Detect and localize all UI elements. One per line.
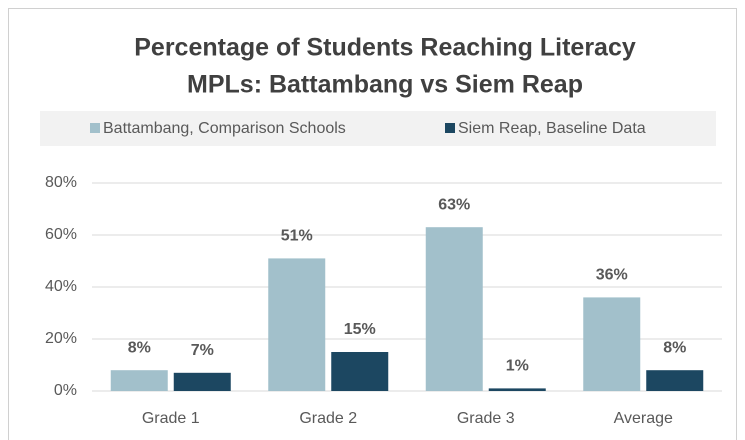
value-label: 36% bbox=[596, 267, 628, 284]
x-tick-label: Grade 1 bbox=[142, 410, 200, 427]
value-label: 8% bbox=[128, 339, 151, 356]
y-tick-label: 60% bbox=[45, 226, 77, 243]
bar bbox=[583, 297, 641, 391]
y-tick-label: 40% bbox=[45, 278, 77, 295]
chart-title: Percentage of Students Reaching Literacy bbox=[134, 34, 636, 62]
bar bbox=[173, 372, 231, 391]
y-tick-label: 0% bbox=[54, 382, 77, 399]
value-label: 1% bbox=[506, 358, 529, 375]
x-tick-label: Average bbox=[614, 410, 673, 427]
x-tick-label: Grade 3 bbox=[457, 410, 515, 427]
x-tick-label: Grade 2 bbox=[299, 410, 357, 427]
value-label: 63% bbox=[438, 196, 470, 213]
value-label: 8% bbox=[663, 339, 686, 356]
legend-label: Siem Reap, Baseline Data bbox=[458, 120, 646, 137]
bar bbox=[110, 370, 168, 391]
bar bbox=[425, 227, 483, 391]
y-tick-label: 80% bbox=[45, 174, 77, 191]
bar bbox=[488, 388, 546, 391]
value-label: 51% bbox=[281, 228, 313, 245]
y-tick-label: 20% bbox=[45, 330, 77, 347]
legend-marker bbox=[90, 123, 100, 133]
legend-label: Battambang, Comparison Schools bbox=[103, 120, 346, 137]
bar bbox=[331, 352, 389, 391]
chart-title: MPLs: Battambang vs Siem Reap bbox=[187, 71, 583, 99]
legend-marker bbox=[445, 123, 455, 133]
legend-background bbox=[40, 111, 716, 146]
bar bbox=[646, 370, 704, 391]
value-label: 15% bbox=[344, 321, 376, 338]
bar bbox=[268, 258, 326, 391]
value-label: 7% bbox=[191, 342, 214, 359]
